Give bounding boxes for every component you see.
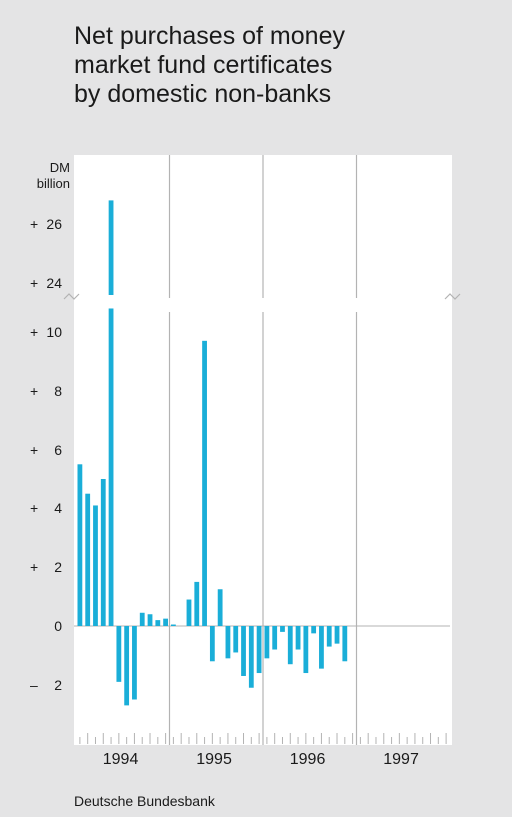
bar: [295, 626, 301, 650]
y-tick-sign: +: [30, 382, 39, 399]
bar: [233, 626, 239, 653]
x-year-label: 1994: [102, 751, 139, 768]
bar: [241, 626, 246, 676]
y-tick-sign: +: [30, 559, 39, 576]
bar: [155, 620, 161, 626]
x-year-label: 1997: [383, 751, 419, 768]
y-tick-sign: –: [30, 676, 38, 693]
source-note: Deutsche Bundesbank: [74, 793, 215, 809]
bar: [132, 626, 137, 700]
bar: [272, 626, 278, 650]
bar: [280, 626, 285, 632]
title-line-2: market fund certificates: [74, 51, 333, 79]
bar: [303, 626, 309, 674]
chart-title: Net purchases of money market fund certi…: [74, 22, 474, 109]
bar: [147, 614, 153, 626]
bar: [326, 626, 332, 647]
y-tick-sign: +: [30, 275, 39, 291]
bar: [85, 493, 91, 626]
bar: [194, 581, 200, 626]
unit-line-1: DM: [49, 160, 70, 175]
bar: [186, 599, 192, 626]
bar: [77, 464, 83, 626]
bar: [108, 308, 114, 626]
bar: [100, 479, 106, 626]
bar: [202, 340, 207, 626]
bar: [225, 626, 231, 659]
bar: [209, 626, 215, 662]
x-year-label: 1995: [196, 751, 232, 768]
bar: [217, 589, 223, 626]
y-tick-sign: +: [30, 324, 39, 340]
y-tick-value: 6: [54, 441, 62, 458]
bar: [311, 626, 317, 634]
bar: [139, 612, 145, 626]
axis-break-mark-left: [63, 293, 80, 300]
bar: [163, 618, 169, 626]
bar: [334, 626, 340, 644]
bar-upper-segment: [108, 200, 114, 295]
y-tick-sign: +: [30, 216, 39, 232]
y-tick-value: 2: [54, 559, 62, 576]
y-tick-value: 10: [46, 324, 62, 340]
bar: [287, 626, 293, 665]
axis-break-mark-right: [444, 293, 461, 300]
bar: [124, 626, 130, 706]
unit-line-2: billion: [36, 176, 70, 191]
y-tick-value: 8: [54, 382, 62, 399]
y-tick-sign: +: [30, 441, 39, 458]
y-axis-unit: DM billion: [14, 160, 70, 192]
bar: [319, 626, 324, 669]
bar: [93, 505, 98, 626]
title-line-1: Net purchases of money: [74, 22, 345, 50]
x-year-label: 1996: [289, 751, 326, 768]
title-line-3: by domestic non-banks: [74, 80, 332, 108]
bar: [256, 626, 262, 674]
y-tick-value: 24: [46, 275, 62, 291]
y-tick-value: 4: [54, 500, 62, 517]
y-tick-value: 0: [54, 618, 62, 634]
y-tick-value: 2: [54, 676, 62, 693]
bar: [342, 626, 348, 662]
bar: [248, 626, 254, 688]
bar: [170, 624, 176, 626]
bar: [264, 626, 270, 659]
bar: [116, 626, 122, 682]
y-tick-sign: +: [30, 500, 39, 517]
y-tick-value: 26: [46, 216, 62, 232]
